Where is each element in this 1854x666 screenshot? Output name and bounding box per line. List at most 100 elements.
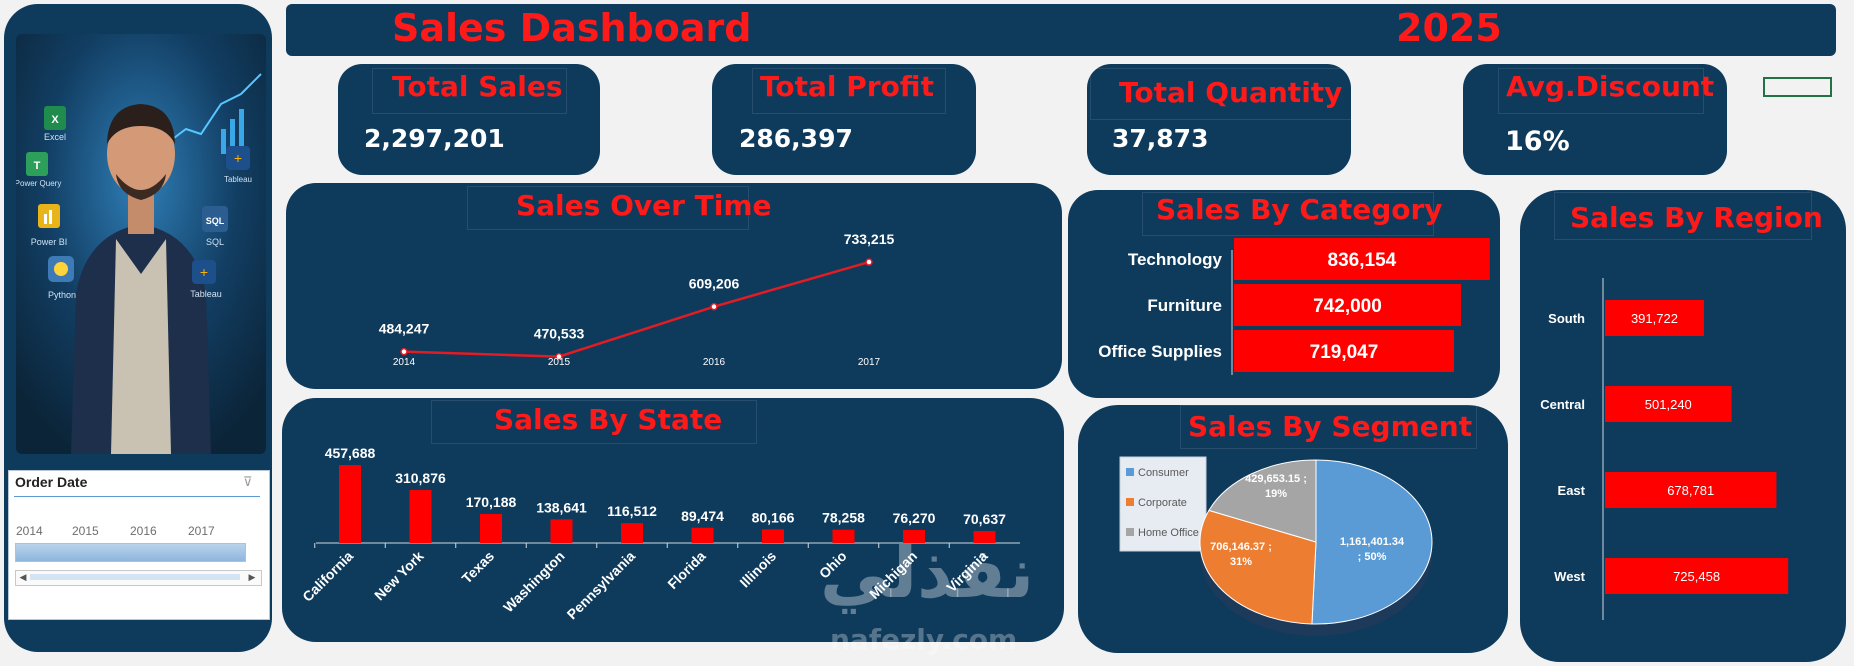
data-point	[710, 302, 718, 311]
sales-by-region-title: Sales By Region	[1570, 201, 1823, 234]
tool-label: SQL	[206, 237, 224, 247]
legend-swatch	[1126, 528, 1134, 536]
legend-entry: Home Office	[1138, 527, 1199, 539]
tableau-icon	[192, 260, 216, 284]
slicer-year-2014[interactable]: 2014	[16, 524, 43, 538]
data-label: 170,188	[466, 494, 517, 510]
kpi-label-total-profit: Total Profit	[760, 70, 934, 103]
tableau-icon	[226, 146, 250, 170]
sales-by-segment-chart: Consumer Corporate Home Office 1,161,401.34…	[1119, 456, 1433, 636]
region-bar	[1605, 300, 1704, 336]
data-label: ; 50%	[1358, 551, 1387, 563]
series-line	[403, 260, 870, 358]
sales-by-category-title: Sales By Category	[1156, 193, 1443, 226]
data-label: 76,270	[893, 510, 936, 526]
scroll-left-icon[interactable]: ◀	[19, 572, 27, 582]
tool-label: Power BI	[31, 237, 68, 247]
trend-line-decoration	[165, 73, 262, 145]
state-bar	[339, 465, 361, 543]
selected-cell[interactable]	[1763, 77, 1832, 97]
kpi-value-total-profit: 286,397	[739, 124, 853, 153]
kpi-value-avg-discount: 16%	[1505, 126, 1570, 157]
state-bar	[832, 529, 855, 543]
slicer-year-2016[interactable]: 2016	[130, 524, 157, 538]
state-bar	[903, 530, 925, 543]
slicer-year-2017[interactable]: 2017	[188, 524, 215, 538]
tool-label: Power Query	[16, 179, 61, 188]
svg-text:+: +	[200, 264, 208, 280]
tool-label: Excel	[44, 132, 66, 142]
data-label: 719,047	[1310, 342, 1379, 363]
slicer-divider	[14, 496, 260, 497]
sales-by-region-chart: 391,722 South 501,240 Central 678,781 East 725…	[1540, 278, 1789, 620]
excel-icon	[44, 106, 66, 130]
legend-swatch	[1126, 498, 1134, 506]
legend-entry: Consumer	[1138, 467, 1189, 479]
data-label: 836,154	[1328, 250, 1397, 271]
kpi-label-box	[372, 68, 567, 114]
state-bar	[762, 529, 784, 543]
category-label: Central	[1540, 397, 1585, 412]
data-label: 742,000	[1313, 296, 1382, 317]
legend-swatch	[1126, 468, 1134, 476]
state-bar	[973, 530, 996, 543]
category-bar	[1234, 330, 1454, 372]
sales-over-time-title: Sales Over Time	[516, 189, 772, 222]
data-label: 310,876	[395, 470, 446, 486]
data-label: 429,653.15 ;	[1245, 473, 1307, 485]
scroll-thumb[interactable]	[30, 574, 240, 580]
pie-slice	[1199, 509, 1317, 625]
kpi-card-total-sales	[338, 64, 600, 175]
pie-slice	[1208, 459, 1317, 543]
data-point	[555, 352, 563, 361]
category-bar	[1234, 284, 1461, 326]
x-tick-label: New York	[371, 548, 427, 604]
region-bar	[1605, 558, 1789, 594]
category-label: East	[1558, 483, 1586, 498]
data-label: 484,247	[379, 321, 430, 337]
svg-text:X: X	[51, 114, 59, 126]
kpi-value-total-sales: 2,297,201	[364, 124, 505, 153]
sales-by-state-title: Sales By State	[494, 403, 723, 436]
x-tick-label: 2014	[393, 357, 416, 368]
x-tick-label: 2017	[858, 357, 881, 368]
x-tick-label: Texas	[458, 548, 497, 587]
kpi-card-avg-discount	[1463, 64, 1727, 175]
state-bar	[550, 519, 573, 543]
watermark-logo: نفذلي	[820, 532, 1035, 614]
data-label: 678,781	[1667, 483, 1714, 498]
legend-entry: Corporate	[1138, 497, 1187, 509]
tool-label: Tableau	[190, 289, 222, 299]
sales-by-state-chart: 457,688 California 310,876 New York 170,188 T…	[299, 445, 1020, 622]
sales-by-segment-title: Sales By Segment	[1188, 410, 1473, 443]
data-label: 457,688	[325, 445, 376, 461]
data-label: 733,215	[844, 231, 895, 247]
slicer-year-2015[interactable]: 2015	[72, 524, 99, 538]
tool-label: Tableau	[224, 175, 252, 184]
kpi-label-total-quantity: Total Quantity	[1119, 76, 1343, 109]
data-label: 31%	[1230, 556, 1252, 568]
chart-title-box	[1554, 192, 1812, 240]
state-bar	[480, 513, 502, 543]
clear-filter-icon[interactable]: ⊽	[243, 474, 253, 489]
dashboard-title: Sales Dashboard	[392, 6, 752, 50]
kpi-label-box	[1090, 68, 1352, 120]
data-label: 391,722	[1631, 311, 1678, 326]
data-label: 501,240	[1645, 397, 1692, 412]
chart-title-box	[1180, 405, 1477, 449]
scroll-right-icon[interactable]: ▶	[248, 572, 256, 582]
legend-box	[1119, 456, 1207, 552]
sales-over-time-chart: 484,247 2014 470,533 2015 609,206 2016 733,215…	[379, 231, 895, 368]
chart-title-box	[467, 186, 749, 230]
kpi-card-total-quantity	[1087, 64, 1351, 175]
x-tick-label: 2015	[548, 357, 571, 368]
svg-text:+: +	[234, 150, 242, 166]
chart-title-box	[1142, 192, 1434, 236]
watermark-domain: nafezly.com	[830, 623, 1018, 656]
slicer-timeline-bar[interactable]	[15, 543, 246, 562]
svg-text:SQL: SQL	[206, 216, 225, 226]
data-label: 725,458	[1673, 569, 1720, 584]
data-label: 78,258	[822, 510, 865, 526]
kpi-card-total-profit	[712, 64, 976, 175]
data-label: 1,161,401.34	[1340, 536, 1405, 548]
